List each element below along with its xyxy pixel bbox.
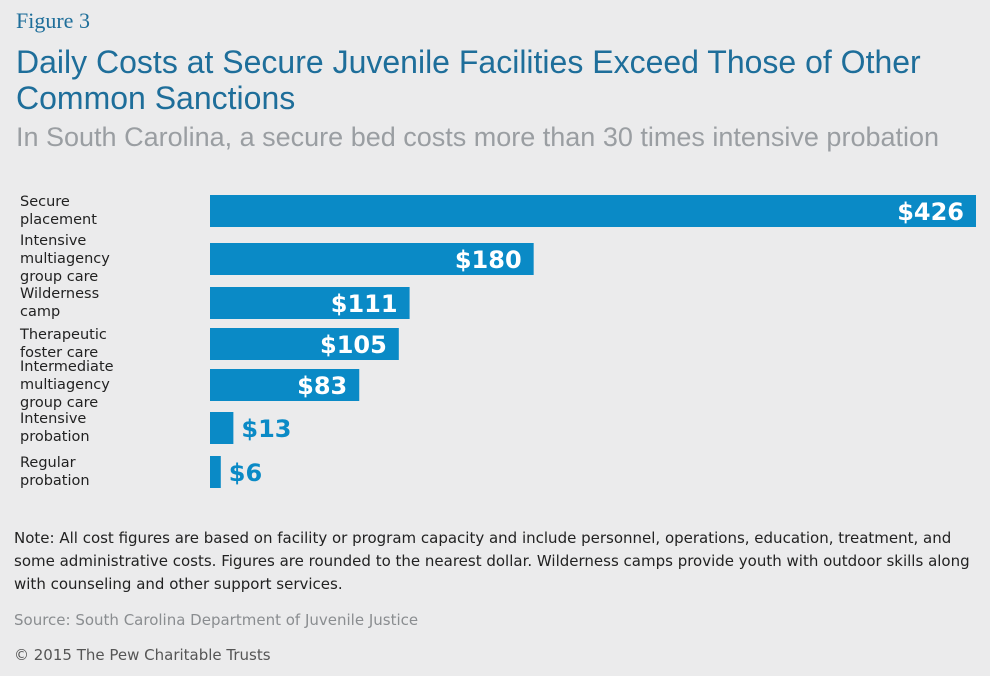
- value-label: $6: [229, 459, 262, 487]
- category-label: Secure placement: [20, 194, 97, 228]
- bar: [210, 287, 410, 319]
- category-label: Therapeutic foster care: [20, 327, 107, 361]
- value-label: $105: [320, 331, 387, 359]
- bar: [210, 369, 360, 401]
- value-label: $111: [331, 290, 398, 318]
- figure-label: Figure 3: [16, 8, 90, 33]
- value-label: $180: [455, 246, 522, 274]
- note: Note: All cost figures are based on faci…: [14, 529, 970, 593]
- category-label: Intensive multiagency group care: [20, 233, 110, 285]
- category-label: Wilderness camp: [20, 286, 100, 320]
- source: Source: South Carolina Department of Juv…: [14, 611, 419, 629]
- category-label: Intermediate multiagency group care: [20, 359, 114, 411]
- category-label: Intensive probation: [20, 411, 90, 445]
- category-label: Regular probation: [20, 455, 90, 489]
- bar: [210, 243, 534, 275]
- chart-title: Daily Costs at Secure Juvenile Facilitie…: [16, 44, 921, 116]
- bar: [210, 412, 234, 444]
- chart-subtitle: In South Carolina, a secure bed costs mo…: [16, 122, 940, 152]
- bar: [210, 195, 976, 227]
- value-label: $83: [297, 372, 347, 400]
- copyright: © 2015 The Pew Charitable Trusts: [14, 646, 271, 664]
- chart: $426 $180 $111 $105 $83$13 $6: [210, 195, 976, 488]
- bar: [210, 456, 221, 488]
- value-label: $13: [241, 415, 291, 443]
- value-label: $426: [897, 198, 964, 226]
- bar: [210, 328, 399, 360]
